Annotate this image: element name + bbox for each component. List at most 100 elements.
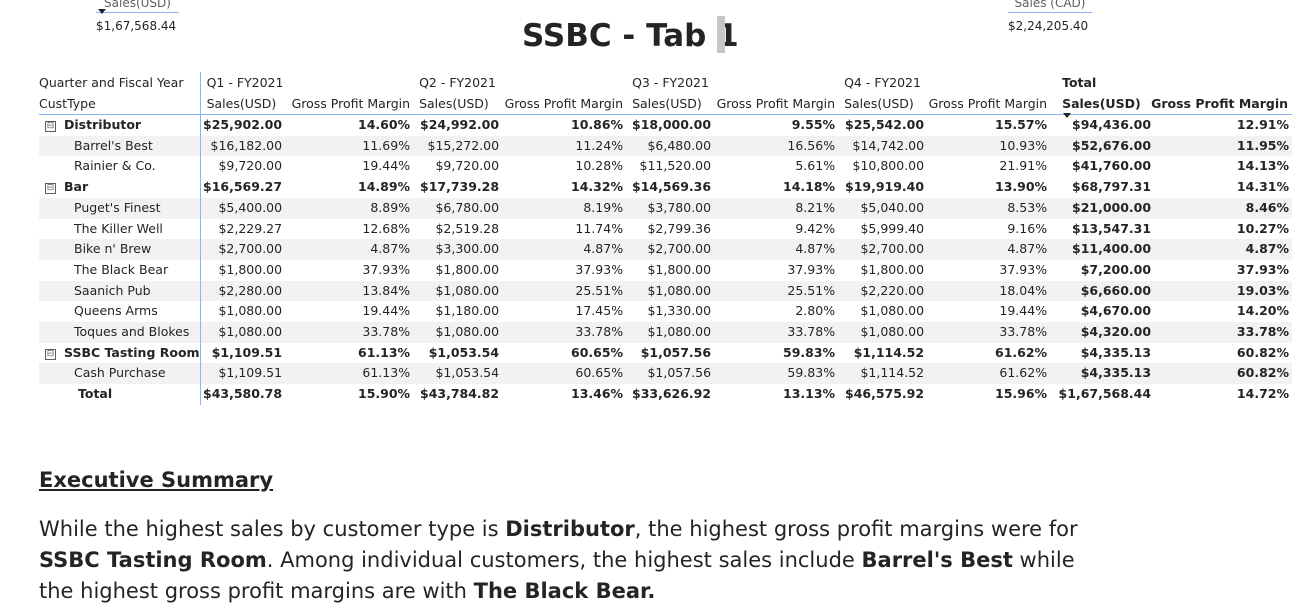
table-row[interactable]: Cash Purchase $1,109.51 61.13% $1,053.54 60.… bbox=[39, 363, 1292, 385]
sales-cell: $2,700.00 bbox=[199, 239, 283, 260]
margin-cell: 37.93% bbox=[1236, 261, 1289, 277]
margin-cell: 2.80% bbox=[795, 303, 836, 319]
margin-cell: 14.13% bbox=[1236, 158, 1289, 174]
sales-cell: $1,080.00 bbox=[413, 280, 500, 302]
margin-cell: 13.13% bbox=[783, 386, 836, 402]
collapse-icon[interactable]: ⊟ bbox=[45, 121, 56, 132]
sales-cell: $4,335.13 bbox=[1050, 363, 1152, 385]
measure-header-gpm[interactable]: Gross Profit Margin bbox=[924, 93, 1051, 115]
sales-cell: $5,040.00 bbox=[838, 197, 925, 219]
sales-usd-card-label: Sales(USD) bbox=[96, 0, 179, 13]
summary-segment: . Among individual customers, the highes… bbox=[266, 548, 862, 572]
sales-cell: $10,800.00 bbox=[852, 158, 925, 174]
sales-cell: $14,569.36 bbox=[632, 179, 712, 195]
table-row[interactable]: Bike n' Brew $2,700.00 4.87% $3,300.00 4.87%… bbox=[39, 239, 1292, 260]
sales-cell: $1,080.00 bbox=[413, 322, 500, 343]
table-row[interactable]: Rainier & Co. $9,720.00 19.44% $9,720.00 10.… bbox=[39, 156, 1292, 178]
margin-cell: 19.44% bbox=[999, 303, 1048, 319]
sales-cell: $25,542.00 bbox=[845, 117, 925, 132]
sales-cell: $6,480.00 bbox=[626, 135, 712, 157]
row-label-text: Distributor bbox=[64, 117, 142, 132]
summary-segment: , the highest gross profit margins were … bbox=[634, 517, 1078, 541]
margin-cell: 33.78% bbox=[1151, 322, 1292, 343]
sales-cell: $4,670.00 bbox=[1080, 303, 1152, 319]
margin-cell: 61.62% bbox=[924, 363, 1051, 385]
sales-usd-card: Sales(USD) $1,67,568.44 bbox=[96, 0, 179, 33]
sales-cell: $46,575.92 bbox=[845, 386, 925, 402]
margin-cell: 8.21% bbox=[711, 197, 839, 219]
sales-cell: $2,280.00 bbox=[199, 280, 283, 302]
sales-cell: $43,784.82 bbox=[420, 386, 500, 402]
sales-cell: $1,080.00 bbox=[199, 301, 283, 323]
margin-cell: 13.84% bbox=[282, 280, 414, 302]
measure-header-sales[interactable]: Sales(USD) bbox=[413, 93, 500, 115]
table-row[interactable]: ⊟ Bar $16,569.27 14.89% $17,739.28 14.32% $14,… bbox=[39, 177, 1292, 198]
sales-cell: $2,519.28 bbox=[435, 220, 500, 236]
summary-highlight: Distributor bbox=[505, 517, 635, 541]
column-header-q1[interactable]: Q1 - FY2021 bbox=[199, 72, 414, 93]
margin-cell: 8.19% bbox=[499, 197, 627, 219]
column-header-q3[interactable]: Q3 - FY2021 bbox=[632, 75, 709, 90]
sales-cell: $1,109.51 bbox=[199, 363, 283, 385]
collapse-icon[interactable]: ⊟ bbox=[45, 348, 56, 360]
measure-header-sales[interactable]: Sales(USD) bbox=[838, 93, 925, 115]
measure-header-total-sales[interactable]: Sales(USD) bbox=[1050, 93, 1152, 118]
summary-highlight: Barrel's Best bbox=[861, 548, 1013, 572]
margin-cell: 9.42% bbox=[795, 220, 836, 236]
margin-cell: 11.69% bbox=[282, 135, 414, 157]
table-row[interactable]: Toques and Blokes $1,080.00 33.78% $1,080.0… bbox=[39, 322, 1292, 343]
sales-cad-card-label: Sales (CAD) bbox=[1008, 0, 1092, 13]
table-row[interactable]: Puget's Finest $5,400.00 8.89% $6,780.00 8.1… bbox=[39, 197, 1292, 219]
measure-header-gpm[interactable]: Gross Profit Margin bbox=[711, 93, 839, 115]
sales-cell: $52,676.00 bbox=[1050, 135, 1152, 157]
table-row[interactable]: Queens Arms $1,080.00 19.44% $1,180.00 17.45… bbox=[39, 301, 1292, 323]
chevron-down-icon[interactable] bbox=[98, 9, 106, 14]
measure-header-sales[interactable]: Sales(USD) bbox=[199, 93, 283, 115]
margin-cell: 12.68% bbox=[362, 220, 411, 236]
margin-cell: 25.51% bbox=[711, 280, 839, 302]
measure-header-total-gpm[interactable]: Gross Profit Margin bbox=[1151, 93, 1292, 115]
margin-cell: 4.87% bbox=[499, 239, 627, 260]
table-row[interactable]: ⊟ Distributor $25,902.00 14.60% $24,992.00 10… bbox=[39, 114, 1292, 136]
sales-cell: $21,000.00 bbox=[1050, 197, 1152, 219]
sales-cell: $5,400.00 bbox=[199, 197, 283, 219]
margin-cell: 13.90% bbox=[995, 179, 1048, 195]
row-label: Barrel's Best bbox=[39, 135, 201, 157]
column-header-q2[interactable]: Q2 - FY2021 bbox=[419, 75, 496, 90]
measure-header-sales[interactable]: Sales(USD) bbox=[626, 93, 712, 115]
column-header-q4[interactable]: Q4 - FY2021 bbox=[844, 75, 921, 90]
table-row[interactable]: The Black Bear $1,800.00 37.93% $1,800.00 37… bbox=[39, 259, 1292, 281]
margin-cell: 4.87% bbox=[711, 239, 839, 260]
sales-cell: $25,902.00 bbox=[199, 114, 283, 136]
table-row[interactable]: ⊟ SSBC Tasting Room $1,109.51 61.13% $1,053.… bbox=[39, 342, 1292, 364]
sales-cell: $16,569.27 bbox=[199, 177, 283, 198]
sales-cell: $33,626.92 bbox=[632, 386, 712, 402]
margin-cell: 16.56% bbox=[711, 135, 839, 157]
sales-cell: $2,220.00 bbox=[838, 280, 925, 302]
table-row[interactable]: Saanich Pub $2,280.00 13.84% $1,080.00 25.51… bbox=[39, 280, 1292, 302]
sales-cell: $11,400.00 bbox=[1050, 239, 1152, 260]
margin-cell: 11.24% bbox=[499, 135, 627, 157]
sales-cell: $6,780.00 bbox=[413, 197, 500, 219]
margin-cell: 19.03% bbox=[1151, 280, 1292, 302]
sales-cell: $1,800.00 bbox=[647, 261, 712, 277]
measure-header-gpm[interactable]: Gross Profit Margin bbox=[282, 93, 414, 115]
margin-cell: 37.93% bbox=[787, 261, 836, 277]
collapse-icon[interactable]: ⊟ bbox=[45, 183, 56, 195]
page-title: SSBC - Tab 1 bbox=[522, 18, 739, 54]
sales-cell: $1,080.00 bbox=[199, 322, 283, 343]
measure-header-gpm[interactable]: Gross Profit Margin bbox=[499, 93, 627, 115]
table-row[interactable]: Total $43,580.78 15.90% $43,784.82 13.46% $33… bbox=[39, 384, 1292, 405]
table-row[interactable]: Barrel's Best $16,182.00 11.69% $15,272.00 1… bbox=[39, 135, 1292, 157]
margin-cell: 18.04% bbox=[924, 280, 1051, 302]
sales-cell: $41,760.00 bbox=[1072, 158, 1152, 174]
summary-segment: While the highest sales by customer type… bbox=[39, 517, 506, 541]
sales-cell: $9,720.00 bbox=[435, 158, 500, 174]
sales-cell: $68,797.31 bbox=[1072, 179, 1152, 195]
sales-cell: $1,800.00 bbox=[435, 261, 500, 277]
margin-cell: 11.95% bbox=[1151, 135, 1292, 157]
row-header-top: Quarter and Fiscal Year bbox=[39, 75, 184, 90]
table-row[interactable]: The Killer Well $2,229.27 12.68% $2,519.28 1… bbox=[39, 218, 1292, 240]
column-header-total[interactable]: Total bbox=[1062, 75, 1097, 90]
row-label-text: Bike n' Brew bbox=[74, 241, 152, 257]
